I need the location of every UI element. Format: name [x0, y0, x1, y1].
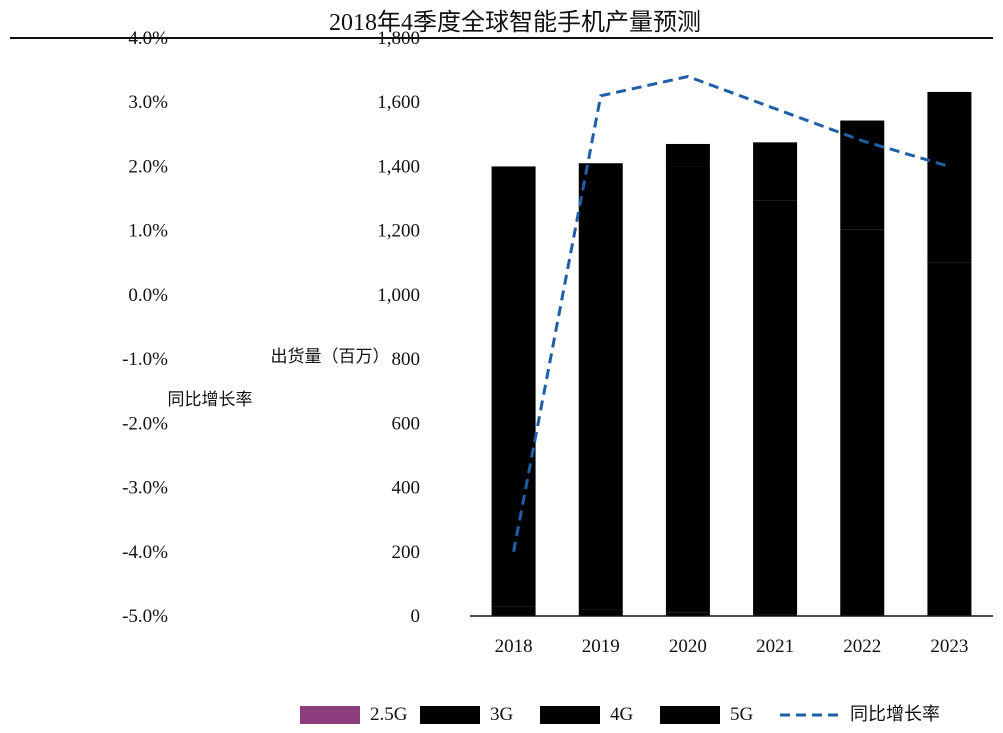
- y-tick-label: 0: [411, 606, 421, 627]
- y-tick-label: 200: [392, 542, 421, 563]
- y-tick-label: 1,800: [377, 28, 420, 49]
- legend-label: 5G: [730, 704, 754, 725]
- left-axis-ticks: 0 200 400 600 800 1,000 1,200 1,400 1,600 1,800: [377, 28, 420, 627]
- growth-rate-line: [512, 74, 950, 553]
- bar-3g-2020: [665, 612, 710, 616]
- y2-tick-label: -2.0%: [122, 413, 168, 434]
- legend-label: 2.5G: [370, 704, 408, 725]
- y-tick-label: 800: [392, 349, 421, 370]
- y2-tick-label: -5.0%: [122, 606, 168, 627]
- bar-5g-2023: [927, 91, 972, 263]
- y-tick-label: 400: [392, 478, 421, 499]
- legend-label: 4G: [610, 704, 634, 725]
- bar-3g-2018: [491, 606, 536, 616]
- y-tick-label: 1,400: [377, 156, 420, 177]
- y2-tick-label: 4.0%: [128, 28, 168, 49]
- bars: [491, 91, 972, 616]
- right-axis-title: 同比增长率: [168, 390, 253, 410]
- bar-3g-2021: [753, 614, 798, 616]
- chart-title: 2018年4季度全球智能手机产量预测: [329, 9, 701, 36]
- x-tick-label: 2020: [669, 636, 707, 657]
- x-tick-label: 2023: [930, 636, 968, 657]
- y2-tick-label: -4.0%: [122, 542, 168, 563]
- bar-4g-2019: [578, 163, 623, 610]
- y2-tick-label: 3.0%: [128, 92, 168, 113]
- bar-4g-2021: [753, 200, 798, 615]
- x-axis-ticks: 2018 2019 2020 2021 2022 2023: [495, 636, 969, 657]
- legend-swatch-4g: [540, 706, 600, 724]
- x-tick-label: 2022: [843, 636, 881, 657]
- x-tick-label: 2018: [495, 636, 533, 657]
- bar-5g-2021: [753, 142, 798, 201]
- x-tick-label: 2021: [756, 636, 794, 657]
- legend-swatch-5g: [660, 706, 720, 724]
- y2-tick-label: -1.0%: [122, 349, 168, 370]
- left-axis-title: 出货量（百万）: [271, 347, 390, 367]
- legend-label: 同比增长率: [850, 704, 940, 725]
- y2-tick-label: 0.0%: [128, 285, 168, 306]
- bar-4g-2022: [840, 229, 885, 616]
- legend: 2.5G 3G 4G 5G 同比增长率: [300, 704, 940, 725]
- legend-swatch-3g: [420, 706, 480, 724]
- bar-5g-2022: [840, 120, 885, 230]
- y2-tick-label: 1.0%: [128, 221, 168, 242]
- y-tick-label: 1,600: [377, 92, 420, 113]
- right-axis-ticks: -5.0% -4.0% -3.0% -2.0% -1.0% 0.0% 1.0% 2.0% 3.0…: [122, 28, 168, 627]
- bar-4g-2018: [491, 166, 536, 607]
- y-tick-label: 1,000: [377, 285, 420, 306]
- bar-4g-2023: [927, 262, 972, 616]
- y2-tick-label: 2.0%: [128, 156, 168, 177]
- bar-4g-2020: [665, 166, 710, 613]
- bar-5g-2020: [665, 143, 710, 167]
- legend-swatch-2.5g: [300, 706, 360, 724]
- bar-3g-2019: [578, 609, 623, 616]
- y-tick-label: 1,200: [377, 221, 420, 242]
- y-tick-label: 600: [392, 413, 421, 434]
- legend-label: 3G: [490, 704, 514, 725]
- y2-tick-label: -3.0%: [122, 478, 168, 499]
- x-tick-label: 2019: [582, 636, 620, 657]
